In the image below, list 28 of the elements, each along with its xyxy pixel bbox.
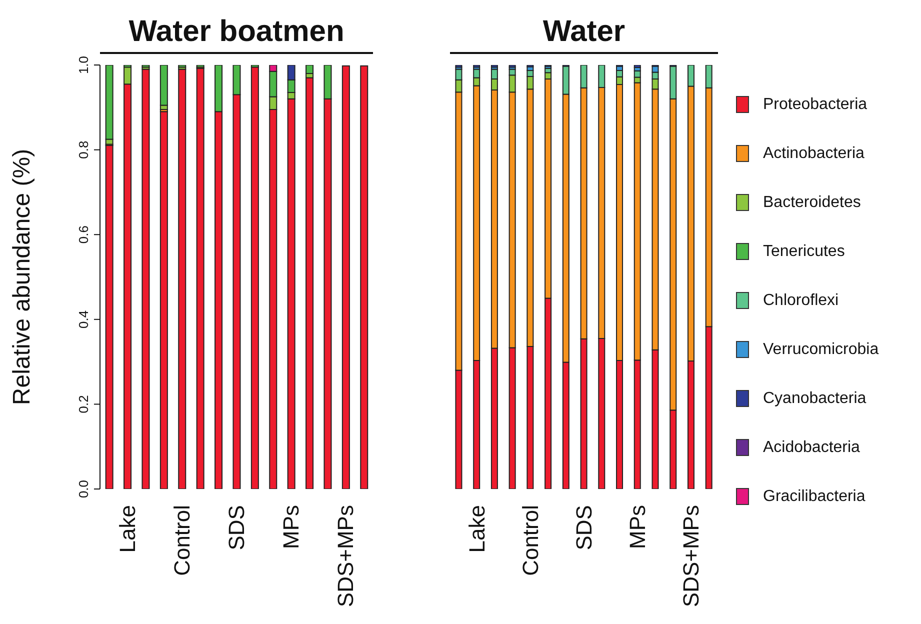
y-tick-label: 0.6 [76,226,91,244]
legend-label: Gracilibacteria [763,488,866,506]
legend-label: Cyanobacteria [763,390,866,408]
x-tick-label: SDS [224,505,249,550]
y-tick-label: 0.8 [76,140,91,159]
legend-label: Proteobacteria [763,96,868,114]
legend-label: Verrucomicrobia [763,340,879,358]
y-tick-label: 0.0 [76,480,91,498]
x-tick-label: Lake [114,505,140,553]
y-axis-title: Relative abundance (%) [8,148,36,406]
x-tick-label: Lake [464,505,490,553]
y-tick-label: 0.2 [76,395,91,414]
chart-title: Water boatmen [100,12,373,54]
x-tick-label: Control [169,505,194,576]
chart-title: Water [450,12,718,54]
x-tick-label: Control [518,505,543,576]
legend-label: Bacteroidetes [763,194,861,212]
x-tick-label: SDS+MPs [678,505,704,608]
x-tick-label: SDS [572,505,596,550]
x-tick-label: SDS+MPs [333,505,358,608]
y-tick-label: 1.0 [76,56,91,74]
y-tick-label: 0.4 [76,310,91,328]
x-tick-label: MPs [625,505,650,549]
legend-label: Actinobacteria [763,144,864,162]
legend-label: Chloroflexi [763,292,839,310]
x-tick-label: MPs [278,505,304,549]
legend-label: Acidobacteria [763,438,860,456]
legend-label: Tenericutes [763,242,845,260]
